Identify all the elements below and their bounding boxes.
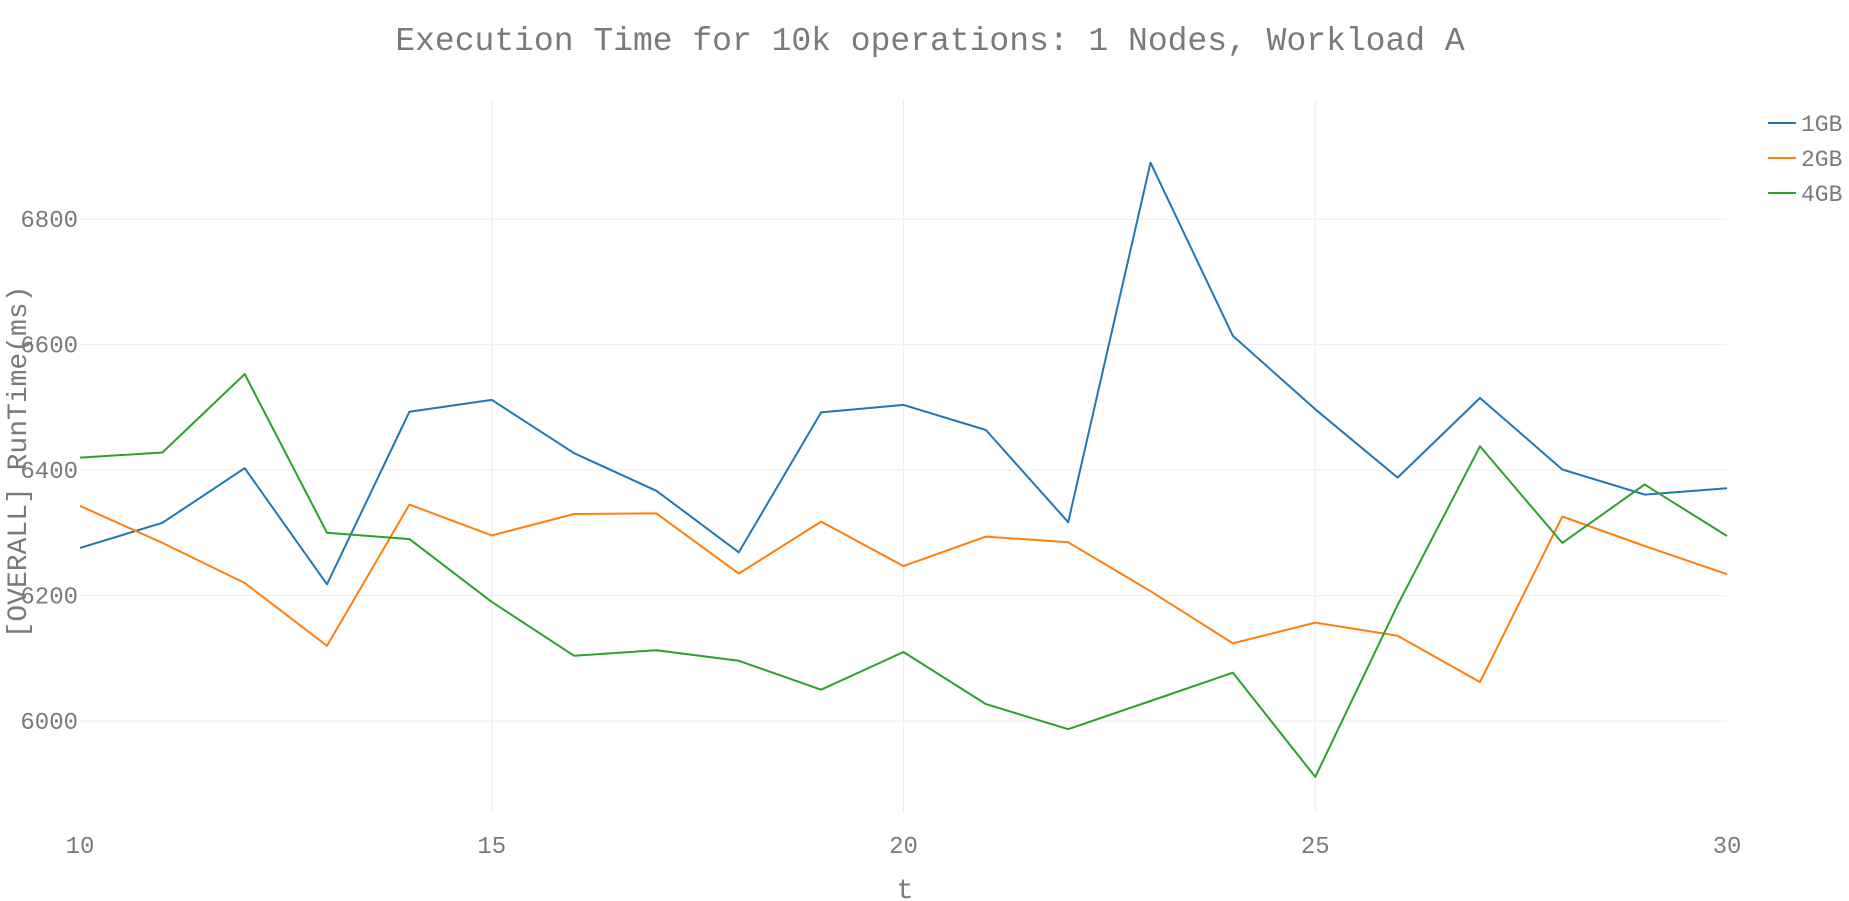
legend-item-1GB[interactable]: 1GB [1768, 112, 1842, 138]
y-axis-label: [OVERALL] RunTime(ms) [4, 286, 35, 639]
legend-label: 4GB [1801, 182, 1842, 208]
x-tick-label: 20 [889, 834, 918, 861]
x-tick-label: 10 [66, 834, 95, 861]
x-axis-label: t [897, 876, 914, 901]
series-line-4GB [79, 373, 1728, 778]
legend-item-4GB[interactable]: 4GB [1768, 182, 1842, 208]
x-tick-label: 30 [1713, 834, 1742, 861]
series-line-2GB [79, 503, 1728, 684]
x-tick-label: 15 [477, 834, 506, 861]
legend-item-2GB[interactable]: 2GB [1768, 147, 1842, 173]
grid-lines [80, 100, 1727, 812]
y-tick-label: 6400 [20, 459, 78, 486]
x-tick-label: 25 [1301, 834, 1330, 861]
y-tick-label: 6000 [20, 710, 78, 737]
y-tick-label: 6800 [20, 208, 78, 235]
y-axis-ticks: 6000 6200 6400 6600 6800 [20, 208, 78, 737]
plot-area [79, 161, 1728, 778]
legend-label: 2GB [1801, 147, 1842, 173]
x-axis-ticks: 10 15 20 25 30 [66, 834, 1742, 861]
y-tick-label: 6200 [20, 585, 78, 612]
series-line-1GB [79, 161, 1728, 586]
legend[interactable]: 1GB 2GB 4GB [1768, 112, 1842, 208]
chart-title: Execution Time for 10k operations: 1 Nod… [395, 23, 1465, 60]
y-tick-label: 6600 [20, 334, 78, 361]
legend-label: 1GB [1801, 112, 1842, 138]
